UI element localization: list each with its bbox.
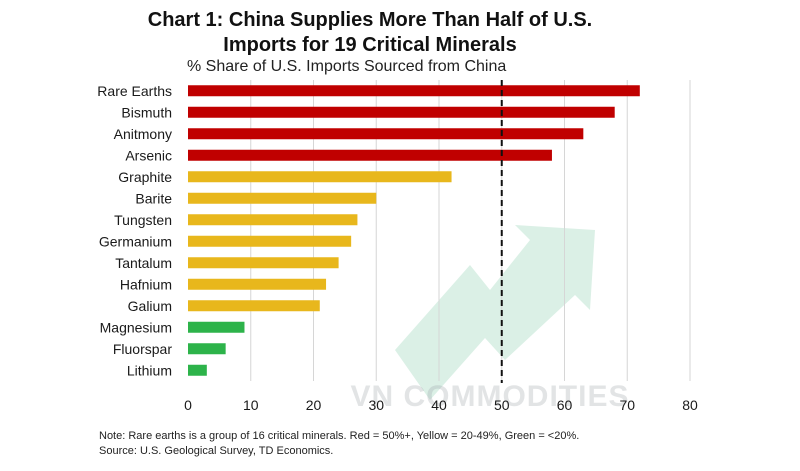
category-label: Graphite — [118, 169, 172, 185]
x-axis-ticks: 0 10 20 30 40 50 60 70 80 — [184, 397, 698, 413]
watermark-text: VN COMMODITIES — [350, 380, 629, 413]
category-label: Galium — [128, 298, 172, 314]
chart-title-line-1: Chart 1: China Supplies More Than Half o… — [147, 9, 593, 31]
category-labels: Rare Earths Bismuth Anitmony Arsenic Graphit… — [97, 83, 172, 379]
bar-barite — [188, 192, 377, 204]
x-tick-label: 40 — [431, 397, 447, 413]
category-label: Hafnium — [120, 276, 172, 292]
x-tick-label: 70 — [619, 397, 635, 413]
source-text: Source: U.S. Geological Survey, TD Econo… — [99, 445, 334, 457]
watermark-arrow-icon — [395, 225, 595, 400]
watermark: VN COMMODITIES — [350, 225, 629, 413]
category-label: Barite — [135, 190, 172, 206]
x-tick-label: 0 — [184, 397, 192, 413]
category-label: Lithium — [127, 362, 172, 378]
bar-fluorspar — [188, 343, 226, 355]
x-tick-label: 10 — [243, 397, 259, 413]
bar-galium — [188, 300, 320, 312]
chart-subtitle: % Share of U.S. Imports Sourced from Chi… — [187, 58, 507, 75]
x-tick-label: 50 — [494, 397, 510, 413]
bar-rare-earths — [188, 85, 640, 97]
bar-magnesium — [188, 321, 245, 333]
bar-bismuth — [188, 106, 615, 118]
bar-hafnium — [188, 278, 327, 290]
bars — [188, 85, 640, 376]
chart-notes: Note: Rare earths is a group of 16 criti… — [99, 429, 579, 459]
bar-tantalum — [188, 257, 339, 269]
category-label: Bismuth — [121, 104, 172, 120]
x-tick-label: 20 — [306, 397, 322, 413]
category-label: Anitmony — [114, 126, 172, 142]
category-label: Fluorspar — [113, 341, 172, 357]
bar-arsenic — [188, 149, 552, 161]
bar-lithium — [188, 364, 207, 376]
x-tick-label: 80 — [682, 397, 698, 413]
x-tick-label: 60 — [557, 397, 573, 413]
chart-title-line-2: Imports for 19 Critical Minerals — [223, 34, 517, 56]
category-label: Arsenic — [125, 147, 172, 163]
bar-tungsten — [188, 214, 358, 226]
category-label: Germanium — [99, 233, 172, 249]
bar-graphite — [188, 171, 452, 183]
x-tick-label: 30 — [368, 397, 384, 413]
category-label: Tantalum — [115, 255, 172, 271]
bar-anitmony — [188, 128, 584, 140]
bar-germanium — [188, 235, 352, 247]
category-label: Magnesium — [100, 319, 172, 335]
note-text: Note: Rare earths is a group of 16 criti… — [99, 430, 580, 442]
category-label: Tungsten — [114, 212, 172, 228]
category-label: Rare Earths — [97, 83, 172, 99]
